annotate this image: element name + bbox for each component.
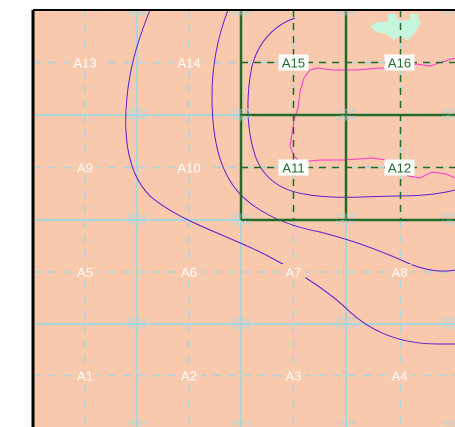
sheet-label-bg bbox=[278, 159, 309, 176]
sheet-label-bg bbox=[174, 159, 204, 176]
corner-label-ne-nw: NE|NW bbox=[442, 11, 455, 17]
contour-outer bbox=[125, 9, 455, 345]
corner-label-ne-nw: NE|NW bbox=[336, 116, 356, 122]
corner-label-ne-nw: NE|NW bbox=[442, 116, 455, 122]
sheet-label-text: A6 bbox=[181, 265, 197, 280]
corner-label-ne-nw: NE|NW bbox=[127, 11, 147, 17]
corner-label-ne-nw: NE|NW bbox=[231, 11, 251, 17]
contour-inner bbox=[247, 17, 455, 198]
sheet-label-a4[interactable]: A4 bbox=[387, 367, 412, 384]
corner-label-ne-nw: NE|NW bbox=[336, 221, 356, 227]
corner-label-se-sw: SE|SW bbox=[442, 214, 455, 220]
sheet-label-text: A13 bbox=[73, 56, 96, 71]
corner-label-se-sw: SE|SW bbox=[127, 421, 147, 427]
corner-label-se-sw: SE|SW bbox=[336, 109, 356, 115]
corner-label-se-sw: SE|SW bbox=[336, 421, 356, 427]
sheet-label-text: A9 bbox=[77, 161, 93, 176]
sheet-label-text: A8 bbox=[392, 265, 408, 280]
corner-label-ne-nw: NE|NW bbox=[127, 325, 147, 331]
corner-label-se-sw: SE|SW bbox=[127, 214, 147, 220]
sheet-label-text: A12 bbox=[388, 161, 411, 176]
sheet-label-text: A7 bbox=[286, 265, 302, 280]
sheet-label-text: A14 bbox=[177, 56, 200, 71]
corner-label-se-sw: SE|SW bbox=[231, 318, 251, 324]
sheet-label-a8[interactable]: A8 bbox=[387, 264, 412, 280]
sheet-label-text: A1 bbox=[77, 369, 93, 384]
corner-label-se-sw: SE|SW bbox=[127, 318, 147, 324]
sheet-label-a7[interactable]: A7 bbox=[281, 264, 306, 280]
sheet-label-a5[interactable]: A5 bbox=[73, 264, 97, 280]
sheet-label-a9[interactable]: A9 bbox=[73, 159, 97, 176]
sheet-label-text: A3 bbox=[286, 369, 302, 384]
sheet-label-bg bbox=[384, 54, 415, 71]
corner-label-ne-nw: NE|NW bbox=[442, 325, 455, 331]
sheet-label-bg bbox=[384, 159, 415, 176]
sheet-labels: A13 A14 A15 A16 A9 A10 A11 A12 A5 A6 A7 A8 A1 A2 A3 A4 bbox=[70, 54, 415, 384]
green-patch bbox=[370, 14, 420, 40]
sheet-label-bg bbox=[387, 367, 412, 384]
corner-label-ne-nw: NE|NW bbox=[336, 11, 356, 17]
corner-label-se-sw: SE|SW bbox=[231, 214, 251, 220]
corner-label-se-sw: SE|SW bbox=[231, 421, 251, 427]
corner-label-ne-nw: NE|NW bbox=[231, 221, 251, 227]
sheet-label-bg bbox=[177, 367, 201, 384]
sheet-label-a11[interactable]: A11 bbox=[278, 159, 309, 176]
sheet-label-a10[interactable]: A10 bbox=[174, 159, 204, 176]
selected-sheet-grid bbox=[239, 10, 455, 222]
sheet-label-a6[interactable]: A6 bbox=[177, 264, 201, 280]
corner-label-ne-nw: NE|NW bbox=[442, 221, 455, 227]
sheet-label-a3[interactable]: A3 bbox=[281, 367, 306, 384]
sheet-label-a13[interactable]: A13 bbox=[70, 54, 100, 71]
corner-label-se-sw: SE|SW bbox=[442, 109, 455, 115]
sheet-label-bg bbox=[73, 367, 97, 384]
sheet-label-bg bbox=[174, 54, 204, 71]
sheet-label-bg bbox=[278, 54, 309, 71]
corner-label-se-sw: SE|SW bbox=[442, 318, 455, 324]
corner-label-se-sw: SE|SW bbox=[336, 318, 356, 324]
sheet-label-bg bbox=[70, 54, 100, 71]
sheet-label-a14[interactable]: A14 bbox=[174, 54, 204, 71]
sheet-label-bg bbox=[281, 264, 306, 280]
sheet-label-bg bbox=[73, 264, 97, 280]
sheet-label-a15[interactable]: A15 bbox=[278, 54, 309, 71]
corner-label-ne-nw: NE|NW bbox=[127, 221, 147, 227]
sheet-label-text: A11 bbox=[282, 161, 304, 176]
sheet-label-text: A15 bbox=[282, 56, 305, 71]
corner-label-se-sw: SE|SW bbox=[231, 109, 251, 115]
corner-label-ne-nw: NE|NW bbox=[127, 116, 147, 122]
corner-label-ne-nw: NE|NW bbox=[336, 325, 356, 331]
sheet-label-bg bbox=[177, 264, 201, 280]
sheet-label-text: A10 bbox=[177, 161, 200, 176]
sheet-label-bg bbox=[281, 367, 306, 384]
sheet-label-a1[interactable]: A1 bbox=[73, 367, 97, 384]
sheet-label-text: A5 bbox=[77, 265, 93, 280]
corner-label-ne-nw: NE|NW bbox=[231, 116, 251, 122]
corner-label-se-sw: SE|SW bbox=[336, 214, 356, 220]
sheet-label-a12[interactable]: A12 bbox=[384, 159, 415, 176]
corner-label-ne-nw: NE|NW bbox=[231, 325, 251, 331]
corner-labels: SE|SWNE|NWSE|SWNE|NWSE|SWNE|NWSE|SWNE|NW… bbox=[127, 11, 455, 427]
sheet-label-a16[interactable]: A16 bbox=[384, 54, 415, 71]
sheet-label-text: A16 bbox=[388, 56, 411, 71]
sheet-label-text: A2 bbox=[181, 369, 197, 384]
map-background bbox=[33, 10, 455, 427]
corner-label-se-sw: SE|SW bbox=[127, 109, 147, 115]
sheet-label-text: A4 bbox=[392, 369, 408, 384]
corner-label-se-sw: SE|SW bbox=[442, 421, 455, 427]
sheet-label-bg bbox=[73, 159, 97, 176]
sheet-label-a2[interactable]: A2 bbox=[177, 367, 201, 384]
sheet-label-bg bbox=[387, 264, 412, 280]
